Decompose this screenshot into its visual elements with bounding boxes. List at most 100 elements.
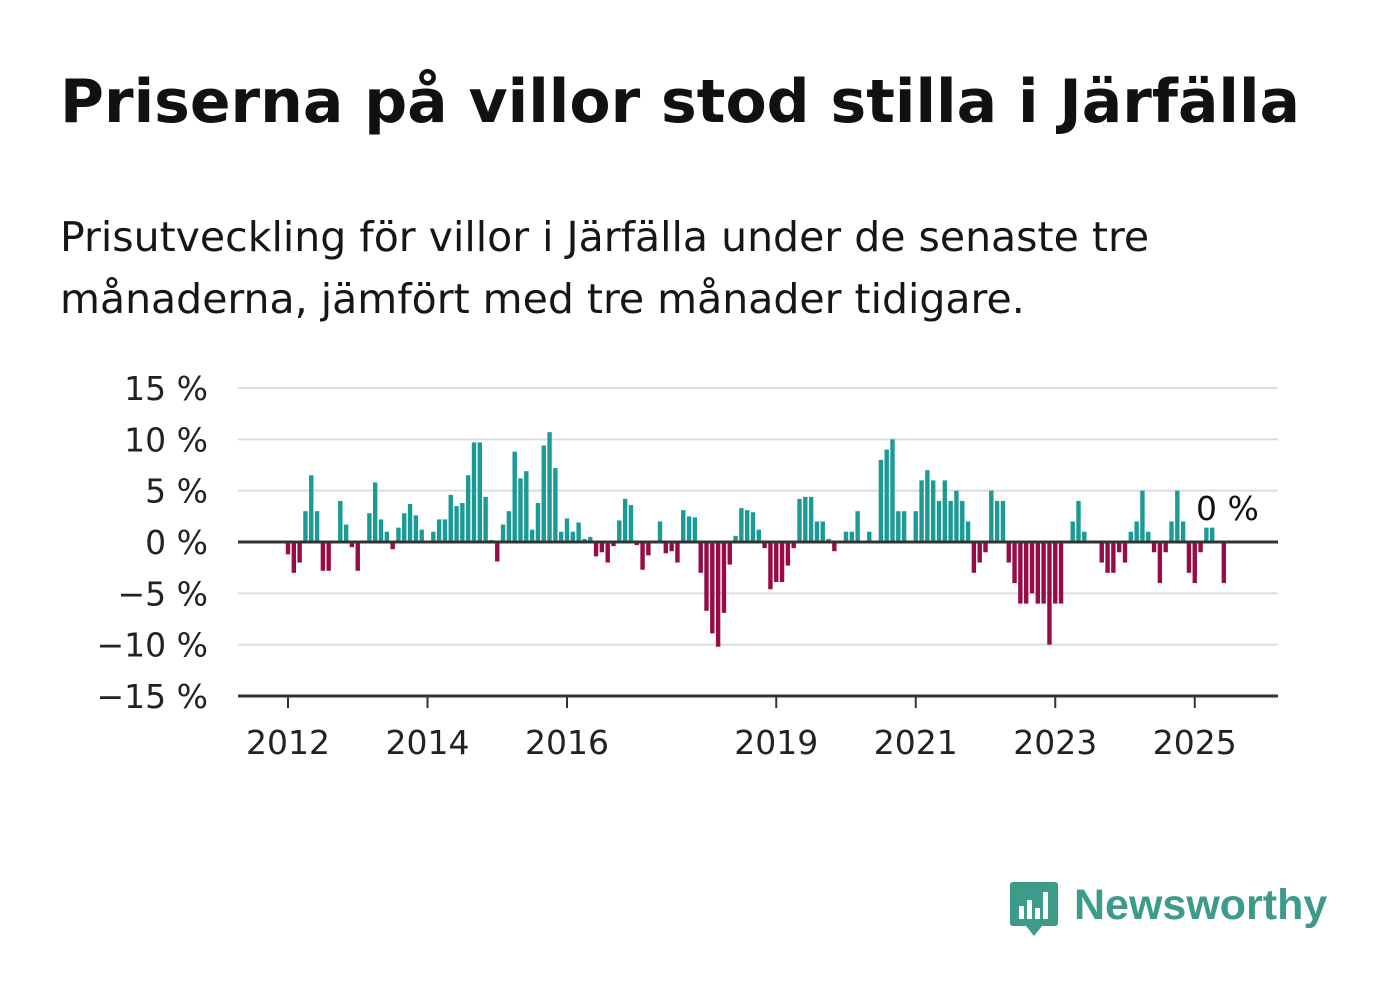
bar [285,542,291,555]
bar [1047,542,1052,645]
bar [378,519,384,542]
bar [402,513,407,542]
bar [1076,500,1081,542]
brand-name: Newsworthy [1074,880,1328,929]
bar [1070,521,1075,542]
bar [715,542,721,647]
last-value-label: 0 % [1196,489,1259,528]
bar [529,529,535,542]
y-tick-label: −15 % [97,677,209,716]
x-tick-label: 2023 [1013,723,1097,762]
bar [1180,521,1186,542]
bar [588,536,593,542]
bar [779,542,785,583]
bar [628,505,634,542]
bar [367,513,372,542]
bar [1099,542,1104,563]
bar [686,516,692,542]
bar [843,531,849,542]
bar [1169,521,1174,542]
bar [1058,542,1064,604]
bar [727,542,732,565]
bar [739,508,744,542]
bar [431,531,436,542]
bar [1023,542,1029,604]
bar [960,500,965,542]
bar [890,439,895,542]
x-axis-labels: 2012 2014 2016 2019 2021 2023 2025 [246,723,1237,762]
bar [495,542,500,562]
bar [1082,531,1087,542]
bar [524,471,529,542]
bar [646,542,651,556]
bar [570,531,576,542]
bar [797,498,802,542]
bar [698,542,703,573]
bar [884,449,889,542]
bar [1035,542,1041,604]
bar [855,511,860,542]
bar [512,451,517,542]
x-tick-label: 2021 [874,723,958,762]
bar [942,480,948,542]
bar [564,518,570,542]
bar [1012,542,1017,584]
x-tick-label: 2019 [734,723,818,762]
bar [605,542,610,563]
bar [582,538,587,542]
bar [419,529,424,542]
bar [785,542,791,566]
bar [407,504,413,542]
bar [1000,500,1006,542]
bar [983,542,988,553]
bar [1151,542,1157,553]
bar [396,527,401,542]
bar [704,542,709,611]
bar [390,542,395,550]
bar [541,445,546,542]
bar [1006,542,1011,563]
bar [977,542,982,563]
bar [768,542,773,590]
bar [820,521,825,542]
y-axis-labels: 15 % 10 % 5 % 0 % −5 % −10 % −15 % [97,369,209,716]
bar [867,531,872,542]
bar [326,542,331,571]
bar [710,542,715,634]
chart-subtitle: Prisutveckling för villor i Järfälla und… [60,213,1150,323]
bar [1053,542,1058,604]
newsworthy-chart-bubble-icon [1010,882,1058,936]
bar [593,542,599,557]
bar [1192,542,1197,584]
bar [1111,542,1116,573]
y-tick-label: 10 % [124,420,208,459]
bar [878,459,884,542]
bar [750,512,756,542]
bar [849,531,855,542]
newsworthy-brand[interactable]: Newsworthy [1008,876,1327,942]
bar [314,511,320,542]
bar [1105,542,1110,573]
bar [1140,490,1145,542]
bar [826,538,831,542]
y-tick-label: 15 % [124,369,208,408]
x-tick-label: 2016 [525,723,609,762]
bar [465,475,471,542]
bar [547,432,552,542]
bar [640,542,645,570]
bar [413,515,419,542]
bar [657,521,663,542]
bar [1122,542,1128,563]
bar [500,524,506,542]
bar [477,442,483,542]
bar [936,500,942,542]
bar [803,496,808,542]
bar [611,542,616,547]
bar [558,531,564,542]
bar [1186,542,1192,573]
bar [744,510,750,542]
bar [1204,527,1209,542]
y-tick-label: −5 % [118,574,209,613]
bar [320,542,326,571]
bar [1157,542,1163,584]
